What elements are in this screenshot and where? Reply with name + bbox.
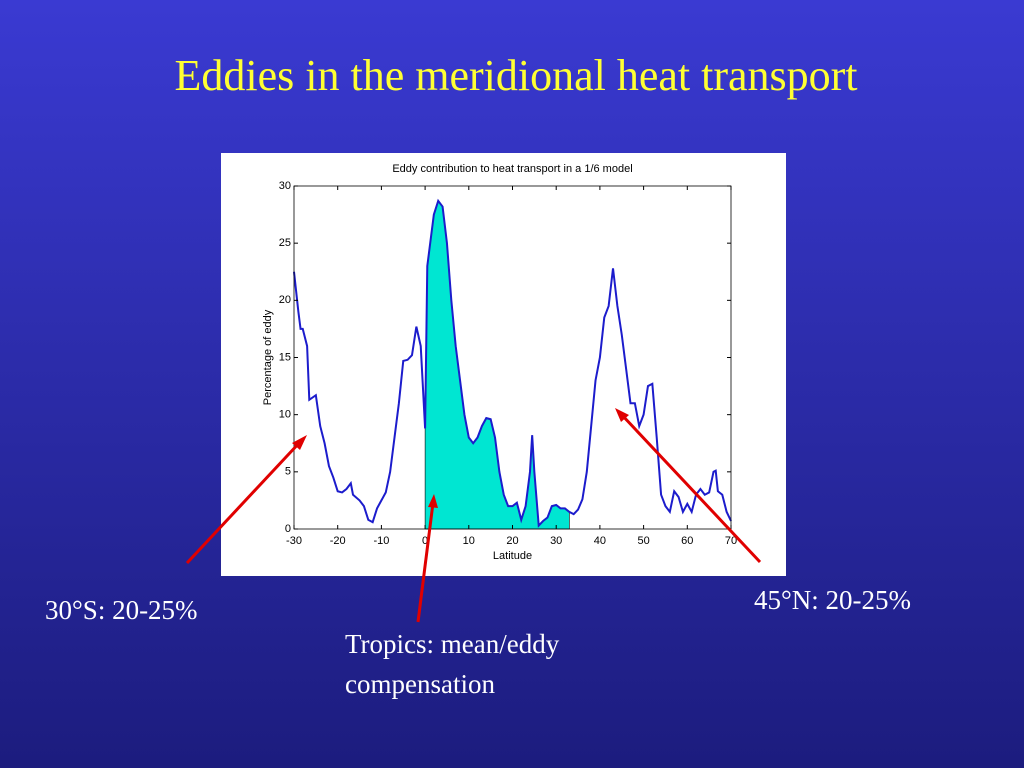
y-tick-label: 20 — [279, 294, 291, 306]
annotation: 45°N: 20-25% — [754, 585, 911, 615]
x-tick-label: 30 — [550, 535, 562, 547]
y-tick-label: 10 — [279, 409, 291, 421]
x-tick-label: -30 — [286, 535, 302, 547]
arrow — [619, 412, 762, 564]
data-line — [293, 198, 732, 528]
x-tick-label: 70 — [725, 535, 737, 547]
x-tick-label: 50 — [637, 535, 649, 547]
arrowhead — [292, 435, 307, 450]
arrow — [416, 502, 435, 623]
x-tick-label: -10 — [373, 535, 389, 547]
slide-title: Eddies in the meridional heat transport — [174, 51, 857, 100]
y-tick-label: 15 — [279, 351, 291, 363]
arrows — [185, 408, 762, 623]
annotation: Tropics: mean/eddy — [345, 629, 560, 659]
annotation: compensation — [345, 669, 495, 699]
x-tick-label: -20 — [330, 535, 346, 547]
annotation: 30°S: 20-25% — [45, 595, 198, 625]
y-tick-label: 0 — [285, 523, 291, 535]
x-tick-label: 10 — [463, 535, 475, 547]
arrowhead — [615, 408, 629, 422]
x-tick-label: 20 — [506, 535, 518, 547]
arrow — [185, 439, 303, 565]
x-tick-label: 40 — [594, 535, 606, 547]
y-tick-label: 5 — [285, 466, 291, 478]
arrowhead — [428, 494, 438, 508]
y-axis-label: Percentage of eddy — [262, 309, 274, 405]
x-tick-label: 60 — [681, 535, 693, 547]
chart-title: Eddy contribution to heat transport in a… — [392, 163, 632, 175]
y-tick-label: 30 — [279, 180, 291, 192]
x-axis-label: Latitude — [493, 550, 532, 562]
y-tick-label: 25 — [279, 237, 291, 249]
x-tick-label: 0 — [422, 535, 428, 547]
plot: Eddy contribution to heat transport in a… — [262, 163, 737, 562]
